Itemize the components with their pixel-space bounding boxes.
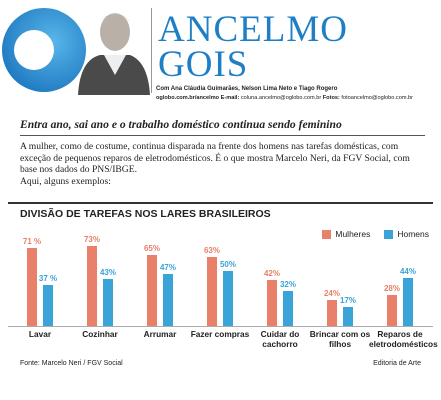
value-label: 65% xyxy=(143,243,160,253)
x-tick-label: Reparos de eletrodomésticos xyxy=(369,329,438,349)
bar xyxy=(343,307,353,326)
value-label: 42% xyxy=(263,268,280,278)
chart: DIVISÃO DE TAREFAS NOS LARES BRASILEIROS… xyxy=(0,200,441,375)
value-label: 71 % xyxy=(22,236,42,246)
baseline xyxy=(8,326,433,327)
legend-label: Homens xyxy=(397,229,429,239)
value-label: 43% xyxy=(99,267,116,277)
value-label: 73% xyxy=(83,234,100,244)
email: coluna.ancelmo@oglobo.com.br xyxy=(240,95,322,101)
legend: Mulheres Homens xyxy=(322,229,429,239)
chart-title: DIVISÃO DE TAREFAS NOS LARES BRASILEIROS xyxy=(20,208,271,220)
value-label: 37 % xyxy=(38,274,58,284)
value-label: 28% xyxy=(383,284,400,294)
value-label: 32% xyxy=(279,279,296,289)
email-label: E-mail: xyxy=(220,95,240,101)
bar xyxy=(27,247,37,326)
rule xyxy=(20,135,425,136)
source: Fonte: Marcelo Neri / FGV Social xyxy=(20,360,123,367)
logo-photo xyxy=(2,8,150,95)
x-tick-label: Cozinhar xyxy=(82,329,118,339)
photos-label: Fotos: xyxy=(322,95,340,101)
column-name: GOIS xyxy=(158,44,249,85)
bar xyxy=(387,295,397,326)
legend-item: Mulheres xyxy=(322,229,370,239)
bar xyxy=(223,271,233,326)
credits: Com Ana Cláudia Guimarães, Nelson Lima N… xyxy=(156,86,338,92)
column-name: ANCELMO xyxy=(158,9,348,50)
rule xyxy=(8,202,433,204)
legend-item: Homens xyxy=(384,229,429,239)
legend-swatch xyxy=(322,229,332,239)
x-tick-label: Arrumar xyxy=(143,329,177,339)
value-label: 63% xyxy=(203,245,220,255)
divider xyxy=(151,8,152,93)
website: oglobo.com.br/ancelmo xyxy=(156,95,220,101)
bar xyxy=(163,274,173,326)
headline: Entra ano, sai ano e o trabalho doméstic… xyxy=(20,118,342,131)
legend-label: Mulheres xyxy=(335,229,371,239)
x-tick-label: Fazer compras xyxy=(190,329,250,339)
value-label: 17% xyxy=(339,296,356,306)
bar xyxy=(147,254,157,326)
photos-email: fotoancelmo@oglobo.com.br xyxy=(341,95,414,101)
bar xyxy=(87,245,97,326)
credit: Editoria de Arte xyxy=(373,360,421,367)
x-tick-label: Lavar xyxy=(28,329,52,339)
value-label: 50% xyxy=(219,260,236,269)
x-tick-label: Brincar com os filhos xyxy=(309,329,371,349)
x-tick-label: Cuidar do cachorro xyxy=(260,329,300,349)
article-body: A mulher, como de costume, continua disp… xyxy=(20,141,425,187)
bar xyxy=(403,277,413,326)
paragraph: Aqui, alguns exemplos: xyxy=(20,175,111,187)
contacts: oglobo.com.br/ancelmo E-mail: coluna.anc… xyxy=(156,95,413,101)
bar xyxy=(103,278,113,326)
legend-swatch xyxy=(384,229,394,239)
value-label: 47% xyxy=(159,263,176,273)
bar xyxy=(283,290,293,326)
bar xyxy=(267,279,277,326)
value-label: 24% xyxy=(323,288,340,298)
bar xyxy=(43,285,53,326)
bar xyxy=(327,299,337,326)
bar xyxy=(207,256,217,326)
value-label: 44% xyxy=(399,266,416,276)
paragraph: A mulher, como de costume, continua disp… xyxy=(20,141,410,175)
